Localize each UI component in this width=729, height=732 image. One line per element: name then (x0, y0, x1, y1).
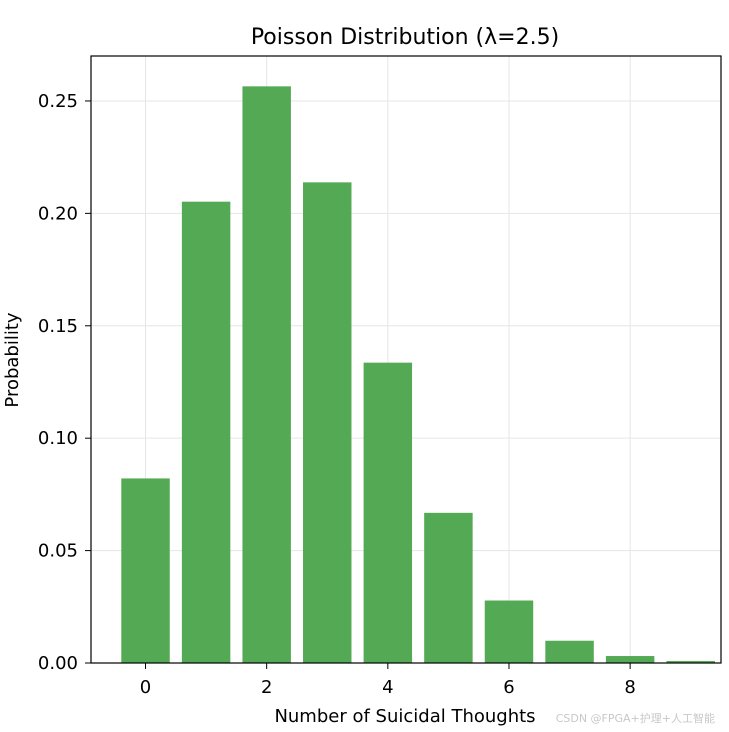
y-axis-label: Probability (2, 312, 23, 407)
bar-3 (303, 182, 352, 663)
y-tick-label: 0.15 (38, 316, 78, 337)
y-tick-label: 0.10 (38, 428, 78, 449)
x-tick-label: 0 (140, 677, 151, 698)
bar-9 (666, 660, 715, 663)
y-tick-label: 0.25 (38, 91, 78, 112)
y-tick-label: 0.00 (38, 653, 78, 674)
x-axis-ticks: 0 2 4 6 8 (140, 663, 636, 698)
bar-1 (181, 201, 231, 663)
bar-2 (242, 86, 291, 664)
chart-title: Poisson Distribution (λ=2.5) (251, 25, 559, 50)
bars (121, 86, 715, 664)
x-tick-label: 4 (382, 677, 393, 698)
plot-frame (90, 55, 722, 664)
x-tick-label: 2 (261, 677, 272, 698)
watermark: CSDN @FPGA+护理+人工智能 (555, 712, 715, 725)
y-axis-ticks: 0.00 0.05 0.10 0.15 0.20 0.25 (38, 91, 91, 674)
x-axis-label: Number of Suicidal Thoughts (274, 706, 535, 727)
x-tick-label: 6 (503, 677, 514, 698)
bar-6 (484, 600, 534, 663)
bar-0 (121, 478, 170, 663)
bar-4 (363, 362, 413, 663)
y-tick-label: 0.20 (38, 203, 78, 224)
y-tick-label: 0.05 (38, 541, 78, 562)
x-tick-label: 8 (624, 677, 635, 698)
bar-8 (605, 656, 655, 663)
bar-7 (545, 640, 594, 663)
bar-5 (424, 512, 473, 663)
